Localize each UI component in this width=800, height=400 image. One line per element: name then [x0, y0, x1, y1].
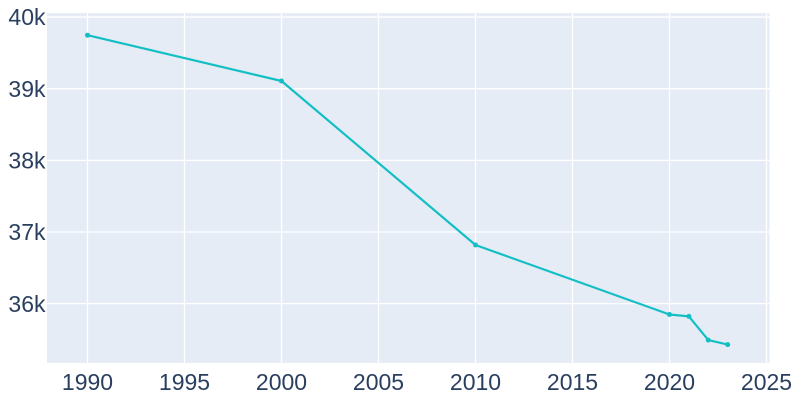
- svg-text:38k: 38k: [8, 148, 46, 174]
- svg-text:36k: 36k: [8, 291, 46, 317]
- svg-text:2015: 2015: [547, 369, 598, 395]
- svg-text:37k: 37k: [8, 219, 46, 245]
- svg-text:1990: 1990: [62, 369, 113, 395]
- svg-text:2010: 2010: [450, 369, 501, 395]
- svg-text:1995: 1995: [159, 369, 210, 395]
- svg-text:2000: 2000: [256, 369, 307, 395]
- svg-text:2005: 2005: [353, 369, 404, 395]
- svg-text:2025: 2025: [741, 369, 792, 395]
- svg-text:39k: 39k: [8, 76, 46, 102]
- svg-text:2020: 2020: [644, 369, 695, 395]
- svg-text:40k: 40k: [8, 4, 46, 30]
